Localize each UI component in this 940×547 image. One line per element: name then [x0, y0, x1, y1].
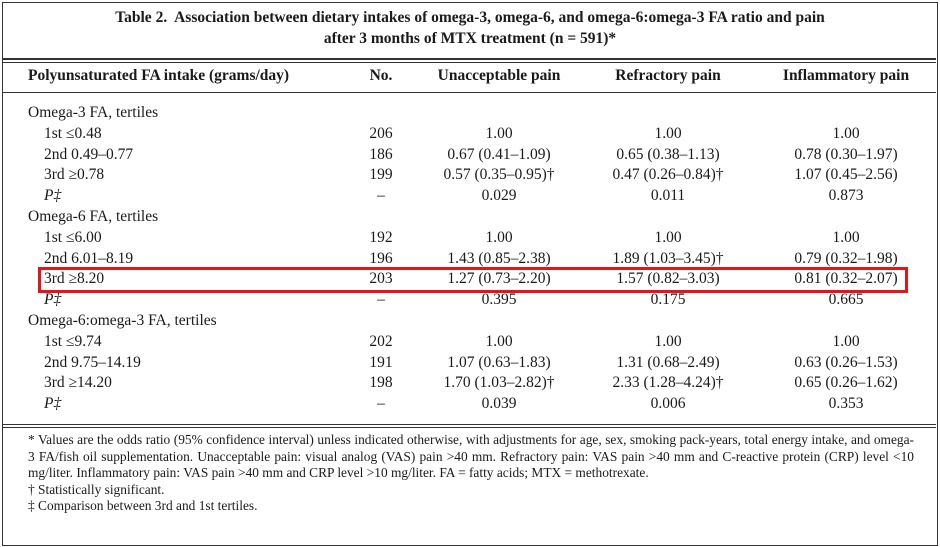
column-header: Unacceptable pain — [437, 67, 561, 84]
cell: – — [377, 395, 385, 413]
cell: 1.27 (0.73–2.20) — [447, 270, 551, 288]
cell: 1.43 (0.85–2.38) — [447, 249, 551, 267]
row-label: 1st ≤9.74 — [44, 332, 102, 350]
cell: 0.67 (0.41–1.09) — [447, 145, 551, 163]
column-header: Refractory pain — [615, 67, 721, 84]
cell: 0.029 — [481, 187, 517, 205]
row-label: 3rd ≥8.20 — [44, 270, 105, 288]
cell: 1.70 (1.03–2.82)† — [443, 374, 555, 392]
cell: 0.175 — [650, 291, 686, 309]
cell: 1.00 — [485, 332, 513, 350]
cell: 1.00 — [832, 332, 860, 350]
cell: 196 — [369, 249, 393, 267]
cell: 0.57 (0.35–0.95)† — [443, 166, 555, 184]
cell: 1.07 (0.63–1.83) — [447, 353, 551, 371]
highlight-box — [38, 267, 908, 294]
cell: 191 — [369, 353, 393, 371]
cell: 1.00 — [832, 124, 860, 142]
row-label: 2nd 0.49–0.77 — [44, 145, 134, 163]
rule — [3, 58, 936, 60]
cell: 0.65 (0.26–1.62) — [794, 374, 898, 392]
group-label: Omega-3 FA, tertiles — [28, 104, 159, 121]
cell: 0.78 (0.30–1.97) — [794, 145, 898, 163]
cell: 1.89 (1.03–3.45)† — [612, 249, 724, 267]
rule — [3, 424, 936, 425]
footnote: * Values are the odds ratio (95% confide… — [28, 432, 914, 481]
title-label: Table 2. — [115, 9, 168, 26]
rule — [3, 62, 936, 63]
cell: 0.006 — [650, 395, 686, 413]
cell: 0.873 — [828, 187, 864, 205]
cell: 198 — [369, 374, 393, 392]
cell: – — [377, 291, 385, 309]
group-label: Omega-6:omega-3 FA, tertiles — [28, 312, 217, 329]
row-label: P‡ — [44, 291, 62, 309]
row-label: 2nd 9.75–14.19 — [44, 353, 141, 371]
cell: 0.81 (0.32–2.07) — [794, 270, 898, 288]
column-header: Polyunsaturated FA intake (grams/day) — [28, 67, 290, 84]
rule — [3, 427, 936, 428]
column-header: Inflammatory pain — [782, 67, 910, 84]
row-label: 3rd ≥0.78 — [44, 166, 105, 184]
cell: 192 — [369, 228, 393, 246]
cell: 1.00 — [654, 228, 682, 246]
cell: 1.00 — [832, 228, 860, 246]
title-text: Association between dietary intakes of o… — [174, 9, 825, 26]
cell: 0.039 — [481, 395, 517, 413]
cell: 0.47 (0.26–0.84)† — [612, 166, 724, 184]
cell: 0.79 (0.32–1.98) — [794, 249, 898, 267]
title-line: Table 2. Association between dietary int… — [0, 8, 940, 28]
cell: 1.00 — [654, 332, 682, 350]
cell: 0.011 — [650, 187, 686, 205]
title-text: after 3 months of MTX treatment (n = 591… — [323, 30, 617, 47]
row-label: 1st ≤6.00 — [44, 228, 102, 246]
group-label: Omega-6 FA, tertiles — [28, 208, 159, 225]
footnote: ‡ Comparison between 3rd and 1st tertile… — [28, 498, 258, 514]
cell: 1.31 (0.68–2.49) — [616, 353, 720, 371]
cell: 202 — [369, 332, 393, 350]
footnote: † Statistically significant. — [28, 481, 165, 497]
cell: 2.33 (1.28–4.24)† — [612, 374, 724, 392]
column-header: No. — [369, 67, 393, 84]
cell: 1.00 — [485, 228, 513, 246]
row-label: P‡ — [44, 395, 62, 413]
cell: 0.63 (0.26–1.53) — [794, 353, 898, 371]
cell: – — [377, 187, 385, 205]
footnotes: * Values are the odds ratio (95% confide… — [28, 432, 914, 515]
cell: 199 — [369, 166, 393, 184]
cell: 1.07 (0.45–2.56) — [794, 166, 898, 184]
cell: 0.395 — [481, 291, 517, 309]
cell: 0.353 — [828, 395, 864, 413]
row-label: 1st ≤0.48 — [44, 124, 102, 142]
row-label: P‡ — [44, 187, 62, 205]
rule — [3, 92, 936, 93]
cell: 1.00 — [654, 124, 682, 142]
row-label: 3rd ≥14.20 — [44, 374, 112, 392]
cell: 186 — [369, 145, 393, 163]
cell: 1.00 — [485, 124, 513, 142]
cell: 1.57 (0.82–3.03) — [616, 270, 720, 288]
row-label: 2nd 6.01–8.19 — [44, 249, 134, 267]
cell: 0.665 — [828, 291, 864, 309]
cell: 0.65 (0.38–1.13) — [616, 145, 720, 163]
cell: 206 — [369, 124, 393, 142]
cell: 203 — [369, 270, 393, 288]
